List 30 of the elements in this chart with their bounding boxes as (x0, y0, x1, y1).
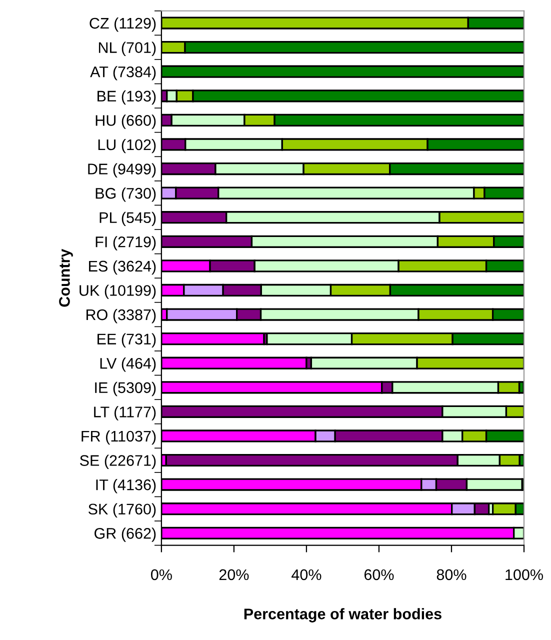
y-tick-label: BE (193) (98, 90, 156, 105)
y-tick-label: IE (5309) (95, 382, 156, 396)
y-axis-title: Country (59, 248, 73, 307)
y-tick-label: PL (545) (100, 212, 156, 226)
x-axis-title: Percentage of water bodies (244, 608, 442, 622)
y-tick-label: LT (1177) (94, 406, 156, 420)
x-tick-label: 20% (219, 569, 249, 580)
x-tick-label: 60% (364, 569, 394, 580)
y-tick-label: CZ (1129) (90, 17, 156, 32)
y-tick-label: SE (22671) (80, 454, 156, 469)
y-tick-label: DE (9499) (88, 163, 156, 178)
y-tick-label: FI (2719) (96, 236, 156, 250)
y-tick-label: AT (7384) (90, 66, 156, 80)
y-tick-label: HU (660) (96, 114, 156, 129)
y-tick-label: FR (11037) (82, 430, 156, 445)
y-tick-label: ES (3624) (89, 260, 156, 275)
y-tick-label: RO (3387) (86, 308, 156, 324)
x-tick-label: 80% (436, 569, 466, 580)
y-tick-label: SK (1760) (88, 503, 156, 518)
y-tick-label: GR (662) (94, 528, 156, 542)
y-tick-label: NL (701) (98, 42, 156, 56)
x-tick-label: 40% (292, 569, 322, 580)
y-tick-label: LU (102) (98, 138, 156, 154)
x-tick-label: 100% (506, 569, 543, 580)
y-tick-label: BG (730) (96, 188, 156, 202)
y-tick-label: EE (731) (98, 333, 156, 348)
y-tick-label: UK (10199) (80, 284, 156, 299)
y-tick-label: IT (4136) (96, 479, 156, 494)
y-tick-label: LV (464) (100, 358, 156, 372)
x-tick-label: 0% (151, 569, 172, 580)
